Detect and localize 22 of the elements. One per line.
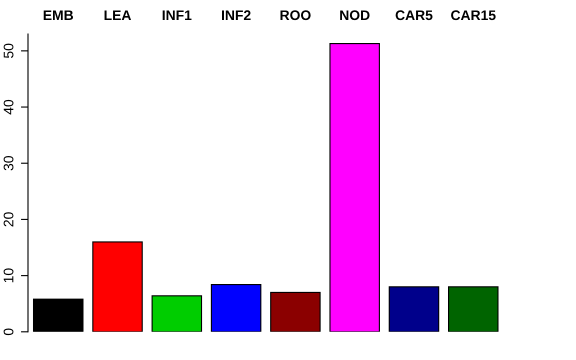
x-tick-label: NOD [340, 10, 370, 20]
x-tick-label: INF2 [222, 10, 251, 20]
x-tick-label: ROO [280, 10, 311, 20]
x-tick-label: LEA [104, 10, 132, 20]
bar [92, 241, 143, 332]
x-tick-label: INF1 [162, 10, 192, 20]
x-tick-label: CAR5 [396, 10, 432, 20]
x-tick-label: CAR15 [451, 10, 496, 20]
bar [329, 42, 380, 332]
y-tick-label: 50 [4, 44, 14, 58]
bar [32, 298, 84, 332]
bar [388, 286, 440, 332]
bar [448, 286, 499, 332]
y-tick-label: 0 [4, 328, 14, 336]
x-tick-label: EMB [44, 10, 74, 20]
y-tick-label: 10 [4, 268, 14, 282]
y-tick-label: 30 [4, 156, 14, 170]
bar [210, 284, 262, 332]
y-tick-label: 40 [4, 100, 14, 114]
bar [270, 292, 321, 332]
y-tick-label: 20 [4, 212, 14, 226]
bar [152, 295, 202, 332]
